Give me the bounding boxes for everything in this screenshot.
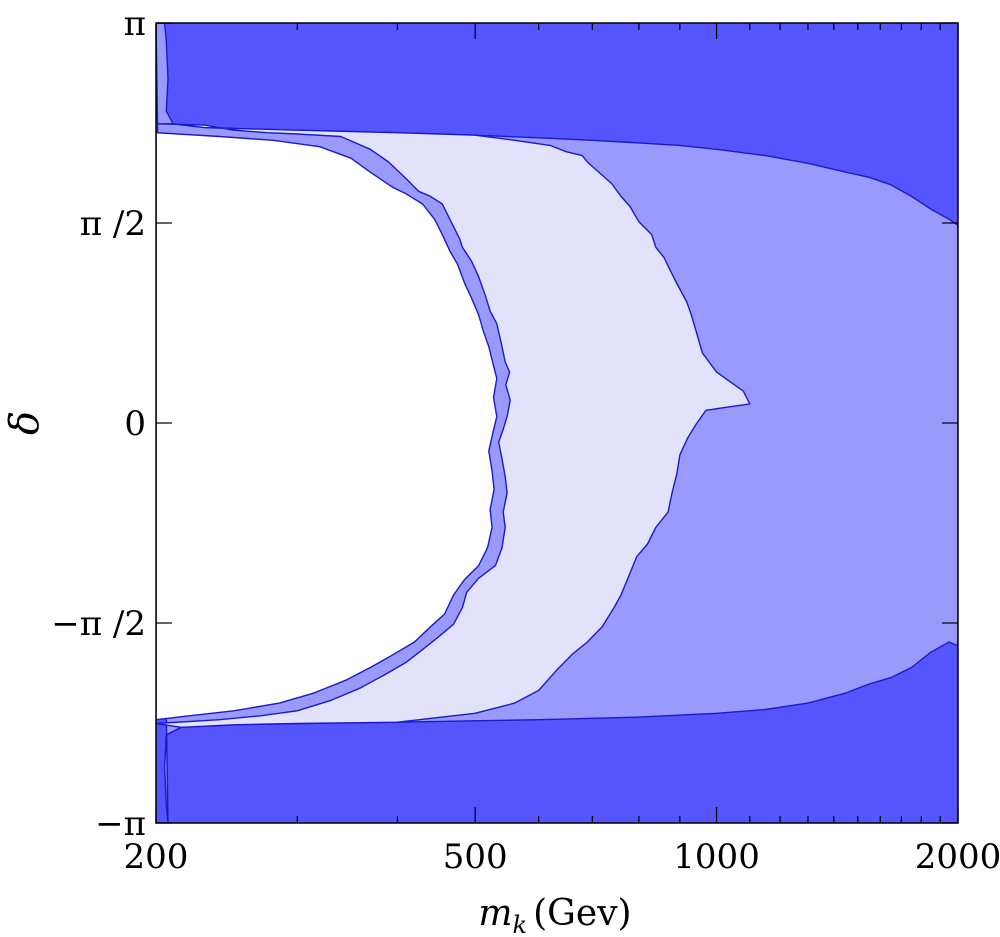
y-tick-label: 0 [124, 404, 146, 444]
x-tick-label: 2000 [915, 837, 1000, 877]
y-axis-label: δ [2, 411, 48, 435]
x-tick-label: 500 [443, 837, 508, 877]
x-tick-label: 200 [124, 837, 189, 877]
x-tick-label: 1000 [673, 837, 760, 877]
y-tick-label: −π [95, 804, 146, 844]
x-axis-label-symbol: m [478, 893, 512, 934]
contour-regions [156, 23, 958, 823]
y-tick-label: π /2 [80, 204, 146, 244]
x-axis-label-subscript: k [513, 911, 528, 937]
x-axis-label: mk (Gev) [478, 893, 631, 937]
contour-region-level-0 [156, 132, 498, 721]
y-tick-labels: −π −π /2 0 π /2 π [51, 4, 146, 844]
x-tick-labels: 200 500 1000 2000 [124, 837, 1000, 877]
y-tick-label: π [124, 4, 146, 44]
y-tick-label: −π /2 [51, 604, 146, 644]
axis-ticks [155, 22, 959, 824]
contour-region-level-1 [156, 123, 751, 728]
x-axis-label-unit: (Gev) [533, 893, 632, 934]
